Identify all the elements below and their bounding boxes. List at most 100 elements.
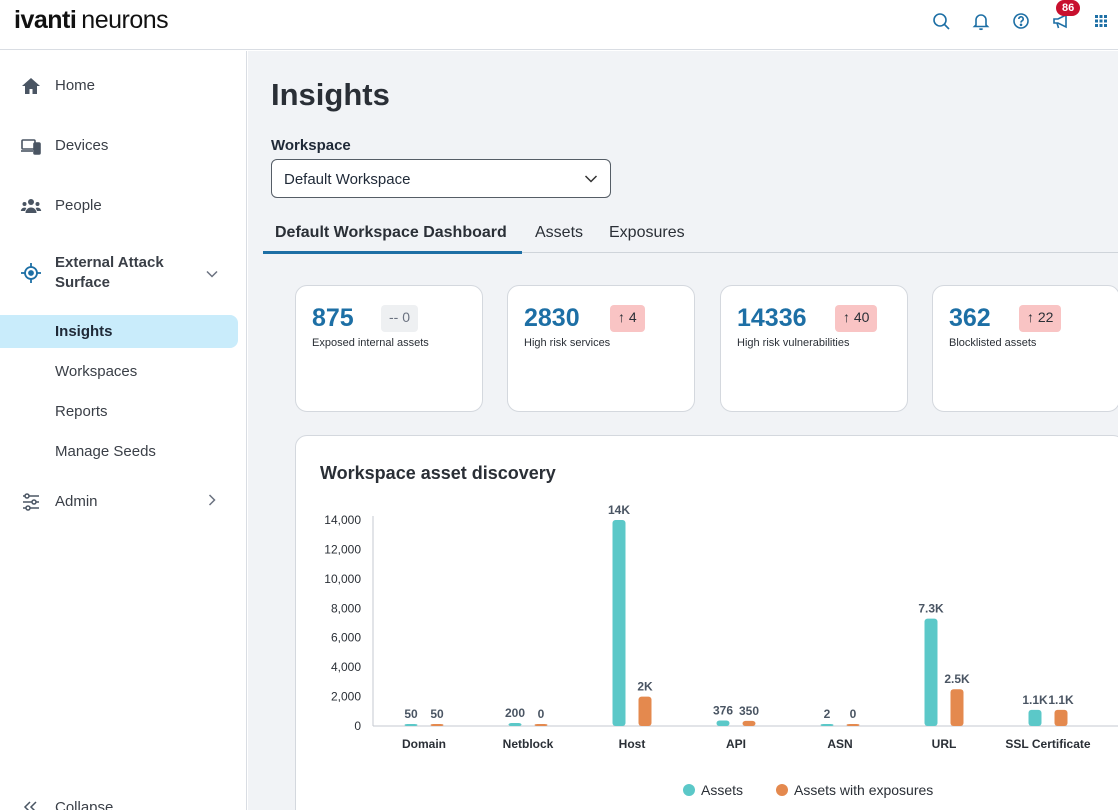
bar-url-assets [924, 618, 938, 726]
bar-url-exposures [950, 689, 964, 726]
bell-icon[interactable] [970, 10, 992, 32]
bar-domain-assets [404, 724, 418, 726]
metric-card-blocklisted-assets[interactable]: 362 ↑ 22 Blocklisted assets [932, 285, 1118, 412]
tab-exposures[interactable]: Exposures [609, 224, 685, 241]
metric-value: 875 [312, 304, 354, 332]
help-icon[interactable] [1010, 10, 1032, 32]
bar-netblock-assets [508, 723, 522, 726]
data-label: 376 [713, 703, 733, 717]
sidebar-item-label: Workspaces [55, 363, 138, 380]
tab-bar: Default Workspace Dashboard Assets Expos… [263, 219, 1118, 254]
workspace-select[interactable]: Default Workspace [271, 159, 611, 198]
metric-delta: -- 0 [381, 305, 418, 332]
notification-badge: 86 [1056, 0, 1081, 16]
chevron-down-icon[interactable] [205, 267, 219, 281]
data-label: 2.5K [944, 672, 970, 686]
metric-label: Exposed internal assets [312, 337, 429, 349]
x-tick-label: Netblock [503, 737, 554, 751]
sidebar-item-label: People [55, 197, 102, 214]
legend-item-assets-with-exposures[interactable]: Assets with exposures [776, 782, 933, 798]
metric-card-exposed-internal-assets[interactable]: 875 -- 0 Exposed internal assets [295, 285, 483, 412]
metric-label: High risk services [524, 337, 611, 349]
bar-api-assets [716, 720, 730, 726]
sidebar-item-admin[interactable]: Admin [0, 481, 247, 521]
sidebar-item-label: Home [55, 77, 96, 94]
sidebar-item-home[interactable]: Home [0, 65, 247, 105]
sidebar-item-label: Admin [55, 493, 98, 510]
sidebar-item-label: Devices [55, 137, 109, 154]
data-label: 14K [608, 503, 630, 517]
data-label: 7.3K [918, 602, 944, 616]
tab-assets[interactable]: Assets [535, 224, 584, 241]
metric-value: 2830 [524, 304, 580, 332]
target-icon [21, 263, 41, 283]
chevron-down-icon [584, 175, 598, 183]
metric-delta: ↑ 22 [1019, 305, 1062, 332]
y-tick-label: 8,000 [331, 601, 361, 615]
metric-label: High risk vulnerabilities [737, 337, 850, 349]
sidebar-subitem-manage-seeds[interactable]: Manage Seeds [0, 435, 238, 468]
data-label: 1.1K [1048, 693, 1074, 707]
data-label: 50 [404, 707, 418, 721]
collapse-label: Collapse [55, 799, 114, 810]
search-icon[interactable] [930, 10, 952, 32]
active-tab-indicator [263, 251, 522, 254]
data-label: 0 [850, 707, 857, 721]
sidebar: Home Devices People External Attack Surf… [0, 51, 247, 810]
workspace-select-value: Default Workspace [284, 171, 411, 188]
y-tick-label: 6,000 [331, 631, 361, 645]
bar-host-assets [612, 520, 626, 726]
sliders-icon [23, 493, 39, 511]
sidebar-item-devices[interactable]: Devices [0, 125, 247, 165]
sidebar-collapse-button[interactable]: Collapse [0, 787, 247, 810]
legend-item-assets[interactable]: Assets [683, 782, 743, 798]
sidebar-item-label: Insights [55, 323, 113, 340]
asset-discovery-bar-chart: 14,000 12,000 10,000 8,000 6,000 4,000 2,000 0 5… [324, 503, 1118, 751]
sidebar-item-label: Manage Seeds [55, 443, 156, 460]
sidebar-item-external-attack-surface[interactable]: External Attack Surface [0, 251, 247, 295]
megaphone-icon[interactable] [1050, 10, 1072, 32]
people-icon [20, 199, 42, 213]
sidebar-subitem-insights[interactable]: Insights [0, 315, 238, 348]
data-label: 2 [824, 707, 831, 721]
x-tick-label: Host [619, 737, 646, 751]
bar-asn-exposures [846, 724, 860, 726]
legend-label: Assets with exposures [794, 782, 934, 798]
sidebar-subitem-workspaces[interactable]: Workspaces [0, 355, 238, 388]
y-tick-label: 0 [354, 719, 361, 733]
metric-delta: ↑ 40 [835, 305, 878, 332]
sidebar-item-people[interactable]: People [0, 185, 247, 225]
x-tick-label: URL [932, 737, 957, 751]
x-tick-label: SSL Certificate [1005, 737, 1090, 751]
y-tick-label: 4,000 [331, 660, 361, 674]
bar-ssl-certificate-exposures [1054, 709, 1068, 726]
main-content: Insights Workspace Default Workspace Def… [248, 51, 1118, 810]
metric-card-high-risk-services[interactable]: 2830 ↑ 4 High risk services [507, 285, 695, 412]
bar-asn-assets [820, 724, 834, 726]
bar-host-exposures [638, 696, 652, 726]
data-label: 350 [739, 704, 759, 718]
home-icon [22, 78, 40, 94]
data-label: 2K [637, 680, 653, 694]
data-label: 50 [430, 707, 444, 721]
top-bar: ivanti neurons 86 [0, 0, 1118, 50]
app-logo[interactable]: ivanti neurons [14, 6, 169, 34]
y-tick-label: 2,000 [331, 690, 361, 704]
data-label: 1.1K [1022, 693, 1048, 707]
bar-domain-exposures [430, 724, 444, 726]
tab-default-workspace-dashboard[interactable]: Default Workspace Dashboard [275, 224, 507, 241]
apps-grid-icon[interactable] [1090, 10, 1112, 32]
x-tick-label: ASN [827, 737, 852, 751]
double-chevron-left-icon [23, 801, 37, 810]
sidebar-subitem-reports[interactable]: Reports [0, 395, 238, 428]
data-label: 0 [538, 707, 545, 721]
sidebar-item-label: Reports [55, 403, 108, 420]
metric-value: 14336 [737, 304, 807, 332]
chevron-right-icon[interactable] [205, 493, 219, 507]
y-tick-label: 14,000 [324, 513, 361, 527]
x-tick-label: Domain [402, 737, 446, 751]
y-tick-label: 10,000 [324, 572, 361, 586]
metric-card-high-risk-vulnerabilities[interactable]: 14336 ↑ 40 High risk vulnerabilities [720, 285, 908, 412]
page-title: Insights [271, 77, 390, 112]
x-tick-label: API [726, 737, 746, 751]
